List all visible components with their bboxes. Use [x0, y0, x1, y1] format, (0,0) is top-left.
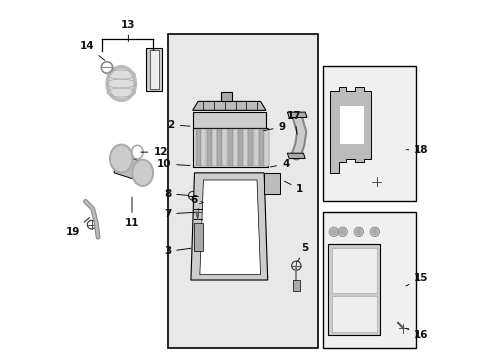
Polygon shape	[221, 93, 231, 102]
Polygon shape	[190, 173, 267, 280]
Polygon shape	[206, 129, 211, 166]
Polygon shape	[331, 296, 376, 332]
Polygon shape	[192, 112, 265, 128]
Text: 12: 12	[141, 147, 167, 157]
Polygon shape	[253, 129, 258, 166]
Bar	[323, 212, 415, 348]
Text: 15: 15	[405, 273, 428, 286]
Polygon shape	[114, 153, 149, 184]
Polygon shape	[194, 223, 203, 251]
Text: 18: 18	[406, 145, 428, 155]
Polygon shape	[331, 248, 376, 293]
Text: 13: 13	[121, 19, 135, 41]
Text: 10: 10	[157, 159, 189, 169]
Text: 2: 2	[167, 120, 189, 130]
Text: 3: 3	[163, 247, 191, 256]
Ellipse shape	[371, 229, 377, 235]
Ellipse shape	[132, 159, 153, 186]
Text: 6: 6	[190, 195, 203, 204]
Ellipse shape	[355, 229, 361, 235]
Ellipse shape	[111, 146, 131, 171]
Polygon shape	[339, 105, 364, 144]
Polygon shape	[243, 129, 248, 166]
Text: 16: 16	[405, 328, 428, 341]
Text: 8: 8	[163, 189, 188, 199]
Bar	[323, 66, 415, 202]
Polygon shape	[238, 129, 243, 166]
Polygon shape	[328, 244, 380, 336]
Text: 4: 4	[270, 159, 289, 169]
Polygon shape	[222, 129, 227, 166]
Polygon shape	[232, 129, 237, 166]
Polygon shape	[292, 280, 299, 291]
Polygon shape	[149, 50, 159, 89]
Text: 19: 19	[66, 217, 89, 237]
Bar	[167, 33, 317, 348]
Polygon shape	[192, 128, 267, 167]
Text: 17: 17	[286, 111, 301, 134]
Text: 7: 7	[163, 209, 194, 219]
Polygon shape	[196, 129, 201, 166]
Ellipse shape	[339, 229, 345, 235]
Text: 14: 14	[80, 41, 104, 60]
Ellipse shape	[109, 144, 133, 173]
Ellipse shape	[109, 69, 133, 98]
Text: 9: 9	[263, 122, 285, 132]
Polygon shape	[287, 153, 305, 158]
Polygon shape	[227, 129, 232, 166]
Polygon shape	[146, 48, 162, 91]
Polygon shape	[200, 180, 260, 275]
Polygon shape	[211, 129, 217, 166]
Polygon shape	[248, 129, 253, 166]
Ellipse shape	[330, 229, 336, 235]
Polygon shape	[287, 112, 306, 117]
Ellipse shape	[134, 161, 151, 184]
Polygon shape	[264, 173, 280, 194]
Text: 11: 11	[124, 197, 139, 228]
Text: 5: 5	[297, 243, 308, 261]
Polygon shape	[259, 129, 264, 166]
Text: 1: 1	[284, 181, 303, 194]
Polygon shape	[192, 102, 265, 111]
Polygon shape	[264, 129, 268, 166]
Polygon shape	[329, 87, 370, 173]
Polygon shape	[201, 129, 206, 166]
Ellipse shape	[106, 66, 136, 102]
Polygon shape	[217, 129, 222, 166]
